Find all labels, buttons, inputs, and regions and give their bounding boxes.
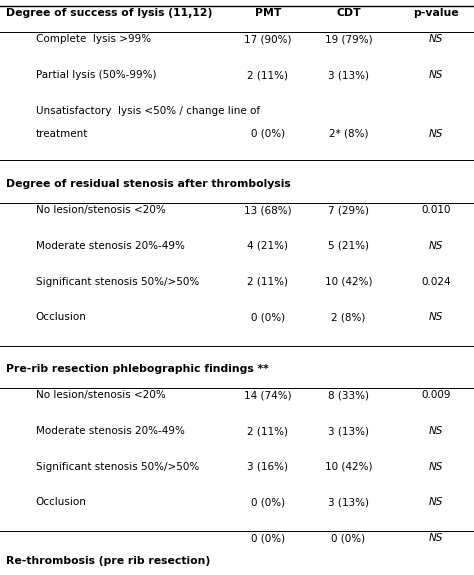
Text: NS: NS (429, 70, 443, 80)
Text: 0 (0%): 0 (0%) (251, 533, 285, 543)
Text: 13 (68%): 13 (68%) (244, 205, 292, 215)
Text: 2* (8%): 2* (8%) (328, 129, 368, 139)
Text: Partial lysis (50%-99%): Partial lysis (50%-99%) (36, 70, 156, 80)
Text: Degree of success of lysis (11,12): Degree of success of lysis (11,12) (6, 8, 212, 18)
Text: No lesion/stenosis <20%: No lesion/stenosis <20% (36, 390, 165, 400)
Text: Moderate stenosis 20%-49%: Moderate stenosis 20%-49% (36, 241, 184, 251)
Text: NS: NS (429, 497, 443, 507)
Text: NS: NS (429, 129, 443, 139)
Text: NS: NS (429, 426, 443, 436)
Text: 3 (13%): 3 (13%) (328, 497, 369, 507)
Text: PMT: PMT (255, 8, 281, 18)
Text: Pre-rib resection phlebographic findings **: Pre-rib resection phlebographic findings… (6, 364, 268, 374)
Text: p-value: p-value (413, 8, 459, 18)
Text: 3 (13%): 3 (13%) (328, 426, 369, 436)
Text: treatment: treatment (36, 129, 88, 139)
Text: 0 (0%): 0 (0%) (251, 312, 285, 322)
Text: 3 (13%): 3 (13%) (328, 70, 369, 80)
Text: 14 (74%): 14 (74%) (244, 390, 292, 400)
Text: 8 (33%): 8 (33%) (328, 390, 369, 400)
Text: Occlusion: Occlusion (36, 312, 86, 322)
Text: 7 (29%): 7 (29%) (328, 205, 369, 215)
Text: 5 (21%): 5 (21%) (328, 241, 369, 251)
Text: NS: NS (429, 241, 443, 251)
Text: NS: NS (429, 312, 443, 322)
Text: 0 (0%): 0 (0%) (331, 533, 365, 543)
Text: 0.010: 0.010 (421, 205, 451, 215)
Text: Significant stenosis 50%/>50%: Significant stenosis 50%/>50% (36, 462, 199, 471)
Text: 4 (21%): 4 (21%) (247, 241, 288, 251)
Text: Occlusion: Occlusion (36, 497, 86, 507)
Text: Re-thrombosis (pre rib resection): Re-thrombosis (pre rib resection) (6, 557, 210, 566)
Text: 2 (8%): 2 (8%) (331, 312, 365, 322)
Text: 0 (0%): 0 (0%) (251, 497, 285, 507)
Text: 19 (79%): 19 (79%) (325, 34, 372, 44)
Text: Unsatisfactory  lysis <50% / change line of: Unsatisfactory lysis <50% / change line … (36, 106, 260, 116)
Text: Significant stenosis 50%/>50%: Significant stenosis 50%/>50% (36, 277, 199, 286)
Text: 2 (11%): 2 (11%) (247, 426, 288, 436)
Text: Complete  lysis >99%: Complete lysis >99% (36, 34, 151, 44)
Text: 2 (11%): 2 (11%) (247, 277, 288, 286)
Text: 10 (42%): 10 (42%) (325, 462, 372, 471)
Text: 3 (16%): 3 (16%) (247, 462, 288, 471)
Text: Degree of residual stenosis after thrombolysis: Degree of residual stenosis after thromb… (6, 179, 291, 189)
Text: CDT: CDT (336, 8, 361, 18)
Text: NS: NS (429, 533, 443, 543)
Text: No lesion/stenosis <20%: No lesion/stenosis <20% (36, 205, 165, 215)
Text: NS: NS (429, 34, 443, 44)
Text: 17 (90%): 17 (90%) (244, 34, 292, 44)
Text: Moderate stenosis 20%-49%: Moderate stenosis 20%-49% (36, 426, 184, 436)
Text: 0 (0%): 0 (0%) (251, 129, 285, 139)
Text: NS: NS (429, 462, 443, 471)
Text: 10 (42%): 10 (42%) (325, 277, 372, 286)
Text: 0.024: 0.024 (421, 277, 451, 286)
Text: 0.009: 0.009 (421, 390, 451, 400)
Text: 2 (11%): 2 (11%) (247, 70, 288, 80)
